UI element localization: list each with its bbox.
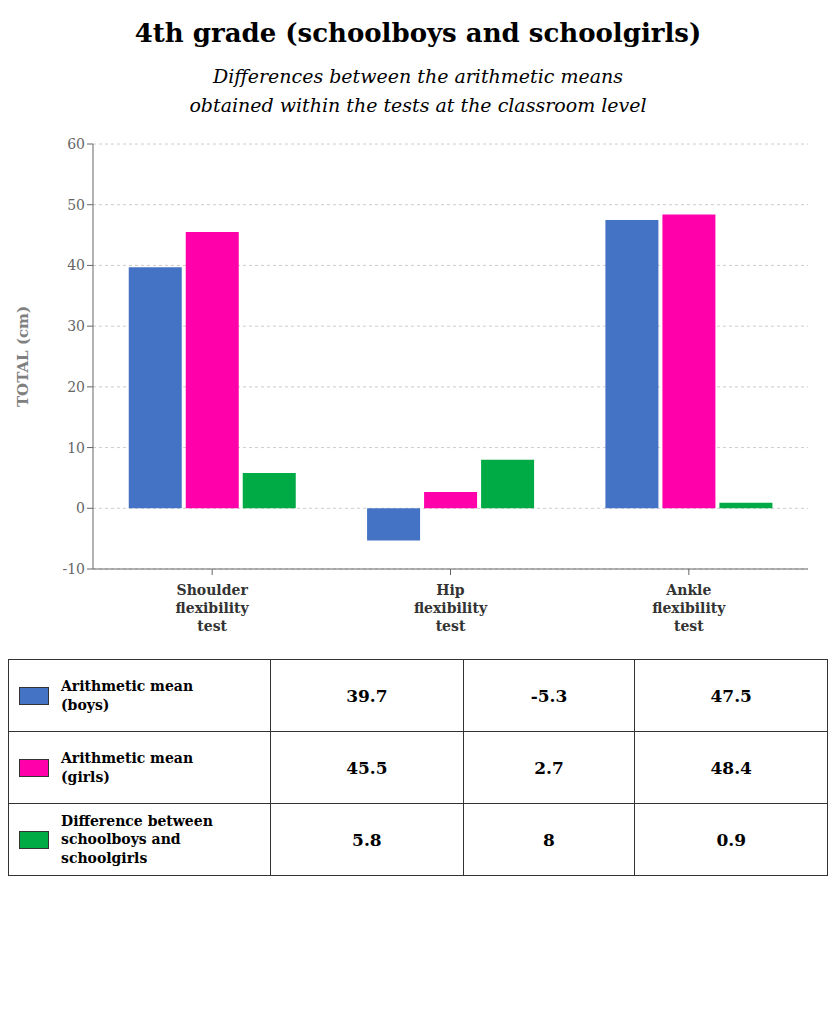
html-text:5.8: 5.8 [352,829,382,850]
html-text:45.5: 45.5 [346,757,388,778]
html-text:8: 8 [543,829,555,850]
html-text:Arithmetic mean: Arithmetic mean [61,750,194,767]
html-text:39.7: 39.7 [346,685,388,706]
svg-text:Shoulderflexibilitytest: Shoulderflexibilitytest [176,582,250,634]
svg-text:20: 20 [67,379,85,395]
html-text:48.4: 48.4 [710,757,752,778]
html-text:obtained within the tests at t: obtained within the tests at the classro… [189,93,647,116]
svg-text:10: 10 [67,440,85,456]
html-text:schoolboys and: schoolboys and [61,831,181,848]
html-text:-5.3: -5.3 [530,685,568,706]
svg-text:Ankleflexibilitytest: Ankleflexibilitytest [652,582,726,634]
svg-text:-10: -10 [62,561,85,577]
html-text:(girls): (girls) [61,768,110,785]
html-text:Arithmetic mean: Arithmetic mean [61,678,194,695]
svg-text:Hipflexibilitytest: Hipflexibilitytest [414,582,488,634]
html-text:4th grade (schoolboys and scho: 4th grade (schoolboys and schoolgirls) [134,18,702,48]
html-text:Difference between: Difference between [61,813,213,830]
svg-text:60: 60 [67,136,85,152]
html-text:47.5: 47.5 [710,685,752,706]
svg-text:TOTAL (cm): TOTAL (cm) [14,306,32,407]
html-text:2.7: 2.7 [534,757,564,778]
svg-text:30: 30 [67,318,85,334]
html-text:0.9: 0.9 [716,829,746,850]
html-text:(boys): (boys) [61,696,110,713]
svg-text:40: 40 [67,257,85,273]
svg-text:0: 0 [76,500,85,516]
svg-text:50: 50 [67,197,85,213]
html-text:schoolgirls: schoolgirls [61,849,148,866]
html-text:Differences between the arithm: Differences between the arithmetic means [213,65,623,87]
